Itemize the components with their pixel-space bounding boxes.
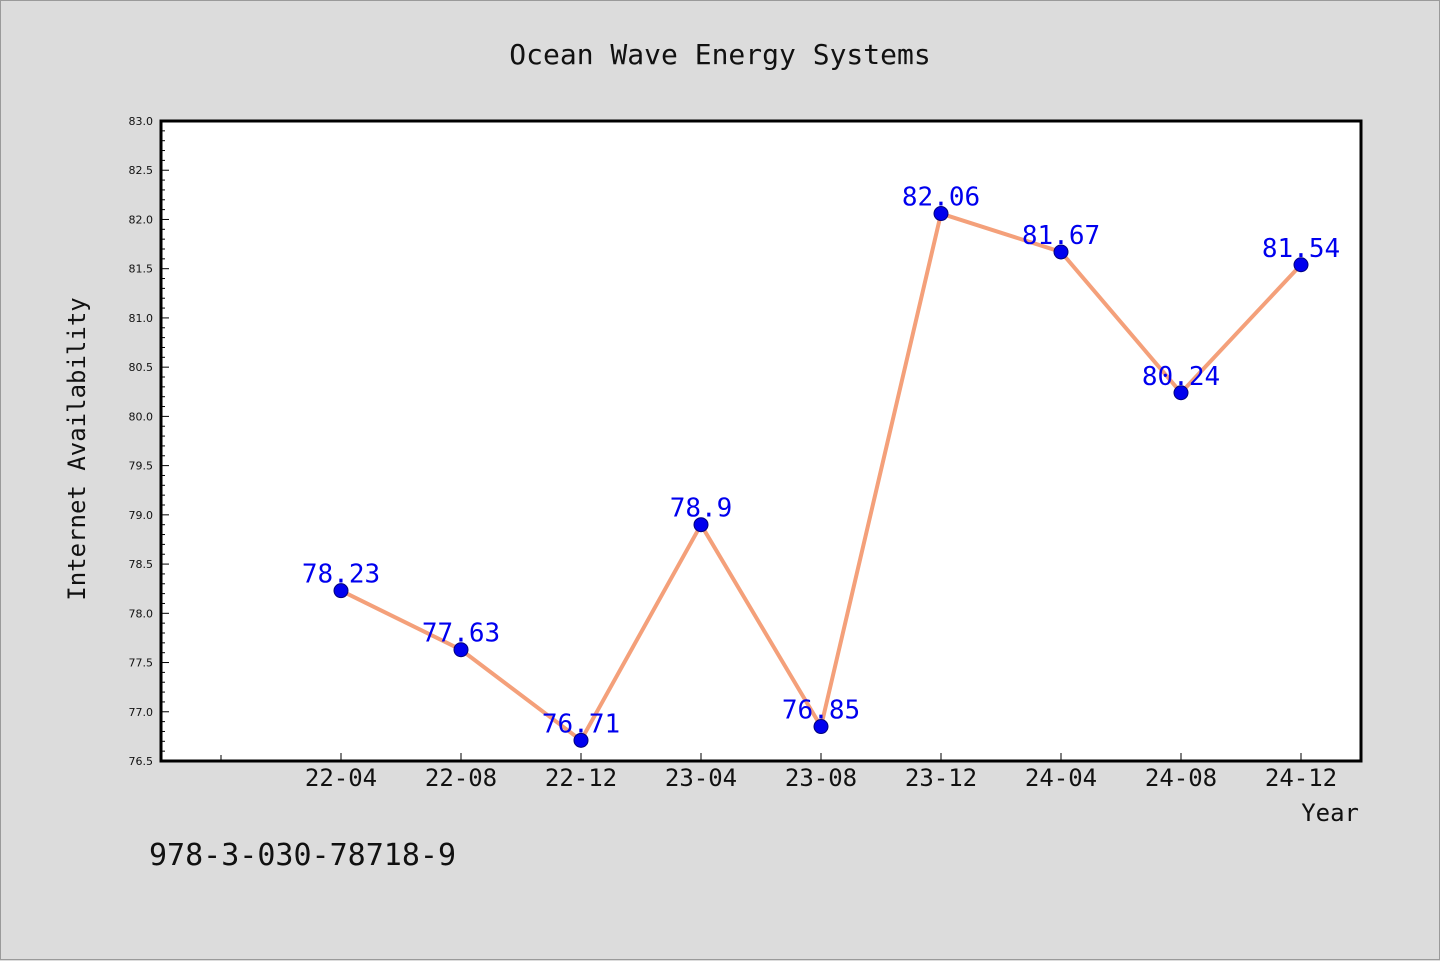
data-point — [333, 583, 349, 599]
data-label: 80.24 — [1142, 362, 1220, 392]
y-tick-label: 82.0 — [129, 213, 154, 226]
x-axis-title: Year — [1301, 799, 1359, 827]
data-label: 78.23 — [302, 560, 380, 590]
y-axis: 76.5 77.0 77.5 78.0 78.5 79.0 79.5 80.0 80.5 81.0… — [129, 115, 169, 768]
data-label: 76.71 — [542, 709, 620, 739]
data-point — [933, 206, 949, 222]
x-axis: 22-04 22-08 22-12 23-04 23-08 23-12 24-04 24-08… — [220, 753, 1337, 792]
y-tick-label: 83.0 — [129, 115, 154, 128]
y-tick-label: 80.5 — [129, 361, 154, 374]
y-tick-label: 81.0 — [129, 312, 154, 325]
data-label: 81.67 — [1022, 221, 1100, 251]
data-point — [1293, 257, 1309, 273]
chart-title: Ocean Wave Energy Systems — [509, 38, 930, 71]
y-tick-label: 78.5 — [129, 558, 154, 571]
y-tick-label: 79.0 — [129, 509, 154, 522]
x-tick-label: 24-04 — [1025, 764, 1097, 792]
x-tick-label: 23-12 — [905, 764, 977, 792]
plot-area — [159, 119, 1363, 763]
data-label: 76.85 — [782, 696, 860, 726]
data-point — [1173, 385, 1189, 401]
data-point — [813, 719, 829, 735]
y-tick-label: 77.5 — [129, 657, 154, 670]
y-tick-label: 82.5 — [129, 164, 154, 177]
data-label: 78.9 — [670, 494, 733, 524]
data-point — [573, 732, 589, 748]
x-tick-label: 24-12 — [1265, 764, 1337, 792]
data-label: 82.06 — [902, 183, 980, 213]
y-tick-label: 77.0 — [129, 706, 154, 719]
data-label: 77.63 — [422, 619, 500, 649]
y-tick-label: 78.0 — [129, 607, 154, 620]
x-tick-label: 22-12 — [545, 764, 617, 792]
y-tick-label: 76.5 — [129, 755, 154, 768]
data-point — [693, 517, 709, 533]
y-axis-title: Internet Availability — [63, 297, 91, 600]
x-tick-label: 22-08 — [425, 764, 497, 792]
data-point — [453, 642, 469, 658]
isbn-footnote: 978-3-030-78718-9 — [149, 838, 456, 873]
y-tick-label: 81.5 — [129, 263, 154, 276]
x-tick-label: 23-04 — [665, 764, 737, 792]
x-tick-label: 23-08 — [785, 764, 857, 792]
data-label-layer: 78.23 77.63 76.71 78.9 76.85 82.06 81.67 80.24 8… — [302, 183, 1340, 740]
y-tick-label: 79.5 — [129, 460, 154, 473]
x-tick-label: 24-08 — [1145, 764, 1217, 792]
series-layer — [333, 206, 1309, 748]
data-label: 81.54 — [1262, 234, 1340, 264]
x-tick-label: 22-04 — [305, 764, 377, 792]
y-tick-label: 80.0 — [129, 410, 154, 423]
data-point — [1053, 244, 1069, 260]
